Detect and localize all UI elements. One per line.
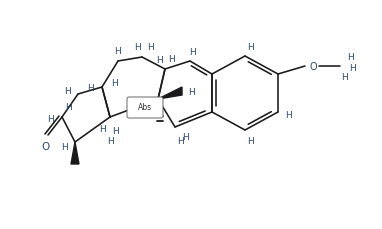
Text: Abs: Abs xyxy=(138,103,152,112)
Text: H: H xyxy=(286,110,292,119)
Text: H: H xyxy=(111,78,117,87)
Polygon shape xyxy=(71,142,79,164)
Text: H: H xyxy=(147,42,154,51)
Text: H: H xyxy=(112,126,118,135)
Text: H: H xyxy=(348,52,354,61)
Text: H: H xyxy=(341,72,347,81)
Text: H: H xyxy=(87,83,93,92)
Text: H: H xyxy=(168,54,174,63)
Polygon shape xyxy=(158,88,182,100)
Text: H: H xyxy=(176,137,183,146)
Text: H: H xyxy=(350,63,356,72)
Text: H: H xyxy=(247,42,253,51)
Text: H: H xyxy=(64,86,70,95)
Text: H: H xyxy=(181,133,188,142)
Text: H: H xyxy=(61,142,67,151)
Text: H: H xyxy=(247,136,253,145)
FancyBboxPatch shape xyxy=(127,98,163,118)
Text: H: H xyxy=(189,47,196,56)
Text: H: H xyxy=(188,87,194,96)
Text: O: O xyxy=(309,62,317,72)
Text: H: H xyxy=(99,125,105,134)
Text: H: H xyxy=(113,46,120,55)
Text: H: H xyxy=(107,136,113,145)
Text: H: H xyxy=(47,115,53,124)
Text: H: H xyxy=(65,102,71,111)
Text: O: O xyxy=(41,141,49,151)
Text: H: H xyxy=(155,55,162,64)
Text: H: H xyxy=(134,42,140,51)
